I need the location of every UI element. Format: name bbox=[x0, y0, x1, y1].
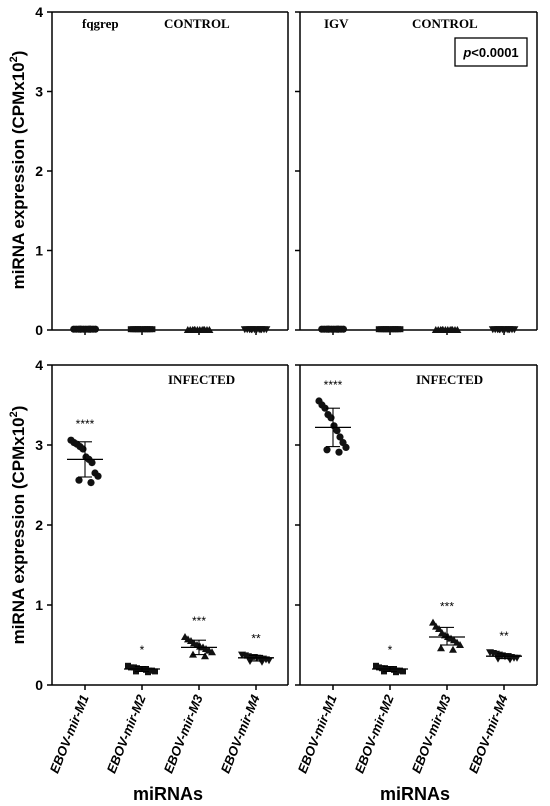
data-point bbox=[438, 326, 447, 333]
p-value-text: p<0.0001 bbox=[462, 45, 518, 60]
y-tick-label: 0 bbox=[35, 322, 43, 338]
data-point bbox=[336, 433, 344, 441]
y-tick-label: 2 bbox=[35, 517, 43, 533]
data-point bbox=[447, 326, 456, 333]
significance-label: *** bbox=[440, 600, 454, 614]
data-point bbox=[208, 648, 216, 656]
panel-label-group: CONTROL bbox=[164, 16, 230, 31]
y-tick-label: 2 bbox=[35, 163, 43, 179]
data-point bbox=[87, 479, 95, 487]
data-point bbox=[201, 652, 209, 660]
data-point bbox=[435, 625, 443, 632]
x-tick-label: EBOV-mir-M3 bbox=[409, 692, 454, 776]
data-point bbox=[265, 657, 273, 665]
data-point bbox=[88, 459, 96, 467]
x-tick-label: EBOV-mir-M2 bbox=[104, 692, 149, 776]
data-point bbox=[397, 326, 404, 333]
data-point bbox=[400, 668, 406, 675]
y-tick-label: 4 bbox=[35, 4, 43, 20]
y-axis-label-top: miRNA expression (CPMx102) bbox=[8, 51, 28, 290]
data-point bbox=[199, 326, 208, 333]
data-point bbox=[143, 326, 150, 333]
data-point bbox=[324, 325, 332, 333]
y-tick-label: 3 bbox=[35, 84, 43, 100]
data-point bbox=[321, 404, 329, 412]
panel-label-group: INFECTED bbox=[168, 372, 235, 387]
data-point bbox=[391, 326, 398, 333]
panel-bottom-left: 0 1 2 3 4 INFECTED EBOV-mir-M1 EBOV-mir-M2 EBOV-… bbox=[35, 357, 289, 776]
x-tick-label: EBOV-mir-M2 bbox=[352, 692, 397, 776]
y-tick-label: 1 bbox=[35, 243, 43, 259]
y-tick-label: 4 bbox=[35, 357, 43, 373]
data-point bbox=[152, 668, 158, 675]
data-point bbox=[339, 325, 347, 333]
data-point bbox=[323, 446, 331, 454]
data-point bbox=[75, 476, 83, 484]
data-point bbox=[134, 326, 141, 333]
y-tick-label: 0 bbox=[35, 677, 43, 693]
significance-label: *** bbox=[192, 614, 206, 628]
x-axis-label-left: miRNAs bbox=[133, 784, 203, 804]
data-point bbox=[190, 326, 199, 333]
data-point bbox=[495, 326, 504, 334]
y-axis-label-bottom: miRNA expression (CPMx102) bbox=[8, 406, 28, 645]
data-point bbox=[149, 326, 156, 333]
data-point bbox=[145, 669, 151, 676]
data-point bbox=[86, 325, 94, 333]
data-point bbox=[335, 448, 343, 456]
x-tick-label: EBOV-mir-M3 bbox=[161, 692, 206, 776]
y-tick-label: 1 bbox=[35, 597, 43, 613]
significance-label: * bbox=[140, 643, 145, 657]
data-point bbox=[429, 618, 437, 626]
data-point bbox=[393, 669, 399, 676]
data-point bbox=[506, 656, 514, 664]
significance-label: ** bbox=[499, 629, 509, 643]
panel-top-right: IGV CONTROL p<0.0001 bbox=[295, 11, 538, 335]
data-point bbox=[333, 427, 341, 435]
data-point bbox=[262, 326, 271, 334]
significance-label: ** bbox=[251, 632, 261, 646]
x-axis-label-right: miRNAs bbox=[380, 784, 450, 804]
panel-top-left: 0 1 2 3 4 fqgrep CONTROL bbox=[35, 4, 289, 338]
data-point bbox=[456, 641, 464, 648]
data-point bbox=[334, 325, 342, 333]
data-point bbox=[504, 326, 513, 334]
x-tick-label: EBOV-mir-M4 bbox=[218, 692, 263, 776]
data-point bbox=[94, 472, 102, 480]
data-point bbox=[258, 658, 266, 666]
y-tick-label: 3 bbox=[35, 437, 43, 453]
data-point bbox=[247, 326, 256, 334]
x-tick-label: EBOV-mir-M1 bbox=[47, 693, 92, 776]
data-point bbox=[256, 326, 265, 334]
x-tick-label: EBOV-mir-M1 bbox=[295, 693, 340, 776]
data-point bbox=[91, 325, 99, 333]
data-point bbox=[437, 644, 445, 652]
data-point bbox=[449, 645, 457, 653]
panel-bottom-right: INFECTED EBOV-mir-M1 EBOV-mir-M2 EBOV-mir-M… bbox=[295, 364, 538, 776]
significance-label: * bbox=[388, 643, 393, 657]
panel-label-group: CONTROL bbox=[412, 16, 478, 31]
data-point bbox=[453, 326, 462, 333]
significance-label: **** bbox=[324, 378, 343, 392]
p-value-box bbox=[454, 37, 528, 67]
x-tick-label: EBOV-mir-M4 bbox=[466, 692, 511, 776]
panel-label-method: IGV bbox=[324, 16, 349, 31]
data-point bbox=[205, 326, 214, 333]
panel-label-method: fqgrep bbox=[82, 16, 119, 31]
data-point bbox=[76, 325, 84, 333]
significance-label: **** bbox=[76, 417, 95, 431]
panel-label-group: INFECTED bbox=[416, 372, 483, 387]
data-point bbox=[510, 326, 519, 334]
data-point bbox=[382, 326, 389, 333]
data-point bbox=[342, 443, 350, 451]
chart-root: 0 1 2 3 4 fqgrep CONTROL IGV CONTROL p<0.0001 0 1 2 3… bbox=[35, 4, 538, 776]
